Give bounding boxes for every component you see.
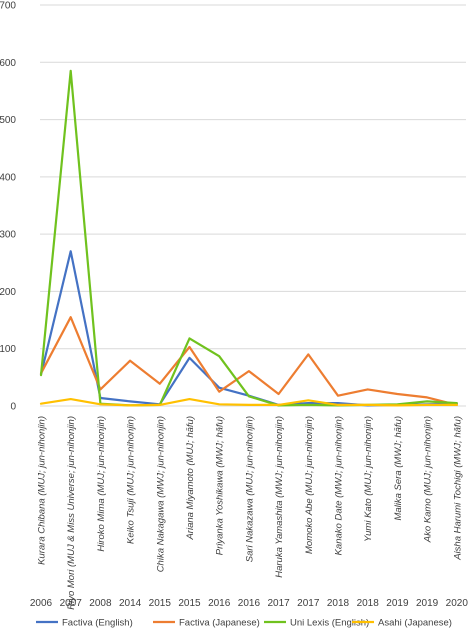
legend-label-0: Factiva (English) <box>62 618 133 629</box>
x-tick-year-label: 2017 <box>297 598 320 609</box>
series-line-1 <box>39 316 458 406</box>
x-tick-year-label: 2015 <box>178 598 201 609</box>
x-tick-name-label: Kurara Chibana (MUJ; jun-nihonjin) <box>37 416 48 565</box>
x-tick-year-label: 2016 <box>238 598 261 609</box>
x-tick-year-label: 2019 <box>416 598 439 609</box>
y-tick-label: 400 <box>0 172 16 183</box>
x-tick-name-label: Ako Kamo (MUJ; jun-nihonjin) <box>423 416 434 543</box>
x-tick-name-label: Ariana Miyamoto (MUJ; hāfu) <box>185 416 196 541</box>
legend-label-1: Factiva (Japanese) <box>179 618 260 629</box>
series-line-2 <box>39 69 458 407</box>
y-axis-ticks: 0 100 200 300 400 500 600 700 <box>0 1 16 413</box>
x-tick-year-label: 2017 <box>267 598 290 609</box>
x-tick-year-label: 2018 <box>357 598 380 609</box>
legend: Factiva (English) Factiva (Japanese) Uni L… <box>36 618 452 629</box>
series-line-3 <box>39 398 458 407</box>
x-tick-year-label: 2007 <box>60 598 83 609</box>
y-tick-label: 100 <box>0 344 16 355</box>
x-tick-year-label: 2019 <box>386 598 409 609</box>
x-tick-name-label: Hiroko Mima (MUJ; jun-nihonjin) <box>96 416 107 552</box>
x-tick-year-label: 2020 <box>446 598 469 609</box>
legend-label-2: Uni Lexis (English) <box>290 618 369 629</box>
x-axis-year-labels: 2006 2007 2008 2014 2015 2015 2016 2016 2017 2017… <box>30 598 468 609</box>
series-lines <box>39 69 458 407</box>
y-tick-label: 600 <box>0 58 16 69</box>
legend-label-3: Asahi (Japanese) <box>378 618 452 629</box>
x-tick-name-label: Aisha Harumi Tochigi (MWJ; hāfu) <box>452 416 463 561</box>
x-tick-year-label: 2008 <box>89 598 112 609</box>
y-tick-label: 0 <box>10 402 16 413</box>
y-tick-label: 200 <box>0 287 16 298</box>
x-tick-year-label: 2014 <box>119 598 142 609</box>
x-tick-name-label: Yumi Kato (MUJ; jun-nihonjin) <box>363 416 374 542</box>
y-tick-label: 700 <box>0 1 16 12</box>
x-tick-year-label: 2018 <box>327 598 350 609</box>
y-tick-label: 300 <box>0 230 16 241</box>
x-tick-name-label: Chika Nakagawa (MWJ; jun-nihonjin) <box>155 416 166 572</box>
x-tick-name-label: Priyanka Yoshikawa (MWJ; hāfu) <box>215 416 226 555</box>
x-axis-name-labels: Kurara Chibana (MUJ; jun-nihonjin) Riyo M… <box>37 416 464 610</box>
x-tick-year-label: 2016 <box>208 598 231 609</box>
x-tick-name-label: Haruka Yamashita (MWJ; jun-nihonjin) <box>274 416 285 578</box>
x-tick-year-label: 2015 <box>149 598 172 609</box>
gridlines <box>40 4 466 407</box>
x-tick-name-label: Keiko Tsuji (MUJ; jun-nihonjin) <box>126 416 137 544</box>
x-tick-name-label: Sari Nakazawa (MUJ; jun-nihonjin) <box>244 416 255 562</box>
y-tick-label: 500 <box>0 115 16 126</box>
x-tick-name-label: Malika Sera (MWJ; hāfu) <box>393 416 404 521</box>
series-line-0 <box>39 250 458 407</box>
x-tick-name-label: Kanako Date (MWJ; jun-nihonjin) <box>334 416 345 555</box>
x-tick-year-label: 2006 <box>30 598 53 609</box>
x-tick-name-label: Riyo Mori (MUJ & Miss Universe; jun-niho… <box>66 416 77 610</box>
x-tick-name-label: Momoko Abe (MUJ; jun-nihonjin) <box>304 416 315 554</box>
